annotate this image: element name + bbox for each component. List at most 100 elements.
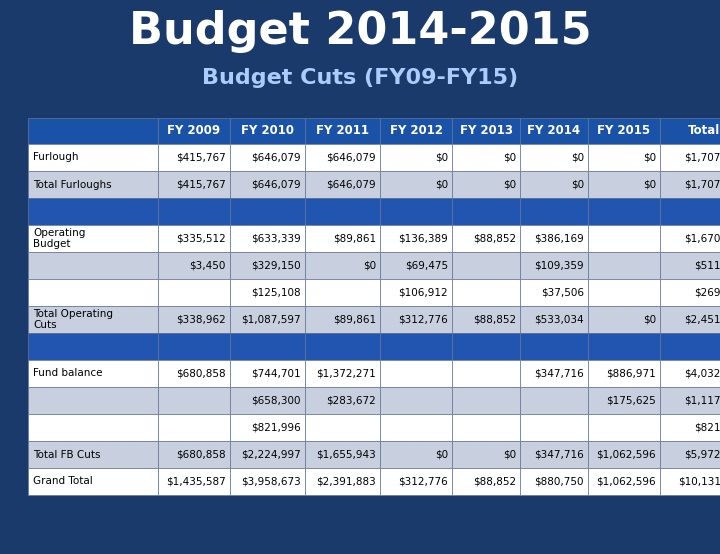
Text: $1,087,597: $1,087,597 — [241, 315, 301, 325]
Bar — [520, 118, 588, 144]
Text: FY 2012: FY 2012 — [390, 125, 443, 137]
Bar — [660, 118, 720, 144]
Bar — [588, 279, 660, 306]
Bar — [588, 252, 660, 279]
Bar — [452, 171, 520, 198]
Bar — [230, 333, 305, 360]
Bar — [588, 360, 660, 387]
Bar — [230, 225, 305, 252]
Bar — [380, 306, 452, 333]
Bar — [588, 144, 660, 171]
Bar — [452, 225, 520, 252]
Bar — [452, 441, 520, 468]
Bar — [380, 279, 452, 306]
Text: $821,996: $821,996 — [694, 423, 720, 433]
Text: FY 2013: FY 2013 — [459, 125, 513, 137]
Text: $88,852: $88,852 — [473, 476, 516, 486]
Text: $2,391,883: $2,391,883 — [316, 476, 376, 486]
Text: $886,971: $886,971 — [606, 368, 656, 378]
Bar — [305, 171, 380, 198]
Text: $0: $0 — [503, 449, 516, 459]
Bar — [305, 225, 380, 252]
Text: $0: $0 — [503, 152, 516, 162]
Bar — [305, 387, 380, 414]
Bar — [380, 414, 452, 441]
Text: $646,079: $646,079 — [251, 152, 301, 162]
Text: Total: Total — [688, 125, 720, 137]
Bar — [158, 225, 230, 252]
Bar — [230, 252, 305, 279]
Bar — [305, 279, 380, 306]
Bar — [380, 118, 452, 144]
Text: Total Operating
Cuts: Total Operating Cuts — [33, 309, 113, 330]
Text: Fund balance: Fund balance — [33, 368, 102, 378]
Bar — [588, 198, 660, 225]
Bar — [28, 333, 158, 360]
Text: $37,506: $37,506 — [541, 288, 584, 297]
Text: $2,451,082: $2,451,082 — [685, 315, 720, 325]
Text: Furlough: Furlough — [33, 152, 78, 162]
Bar — [230, 144, 305, 171]
Text: $88,852: $88,852 — [473, 233, 516, 244]
Bar — [452, 387, 520, 414]
Text: $0: $0 — [503, 179, 516, 189]
Text: $658,300: $658,300 — [251, 396, 301, 406]
Bar — [158, 252, 230, 279]
Text: Operating
Budget: Operating Budget — [33, 228, 86, 249]
Bar — [520, 441, 588, 468]
Bar — [380, 360, 452, 387]
Text: $125,108: $125,108 — [251, 288, 301, 297]
Bar — [452, 414, 520, 441]
Bar — [588, 118, 660, 144]
Bar — [660, 144, 720, 171]
Bar — [452, 198, 520, 225]
Bar — [305, 252, 380, 279]
Bar — [520, 225, 588, 252]
Bar — [158, 198, 230, 225]
Text: $109,359: $109,359 — [534, 260, 584, 270]
Bar — [158, 333, 230, 360]
Bar — [520, 414, 588, 441]
Bar — [230, 360, 305, 387]
Bar — [305, 360, 380, 387]
Bar — [520, 171, 588, 198]
Bar — [380, 171, 452, 198]
Text: $415,767: $415,767 — [176, 179, 226, 189]
Bar — [230, 171, 305, 198]
Bar — [305, 198, 380, 225]
Text: $646,079: $646,079 — [251, 179, 301, 189]
Bar — [230, 468, 305, 495]
Text: $1,372,271: $1,372,271 — [316, 368, 376, 378]
Bar — [452, 144, 520, 171]
Bar — [305, 468, 380, 495]
Text: $680,858: $680,858 — [176, 368, 226, 378]
Bar — [660, 225, 720, 252]
Text: $1,062,596: $1,062,596 — [596, 476, 656, 486]
Text: $10,131,117: $10,131,117 — [678, 476, 720, 486]
Bar — [660, 441, 720, 468]
Bar — [520, 198, 588, 225]
Bar — [380, 225, 452, 252]
Bar — [380, 441, 452, 468]
Text: $0: $0 — [643, 152, 656, 162]
Text: $511,434: $511,434 — [694, 260, 720, 270]
Bar — [305, 333, 380, 360]
Text: $347,716: $347,716 — [534, 368, 584, 378]
Bar — [305, 414, 380, 441]
Text: $283,672: $283,672 — [326, 396, 376, 406]
Bar — [520, 279, 588, 306]
Text: $312,776: $312,776 — [398, 476, 448, 486]
Text: $646,079: $646,079 — [326, 152, 376, 162]
Bar — [158, 144, 230, 171]
Text: $329,150: $329,150 — [251, 260, 301, 270]
Text: $89,861: $89,861 — [333, 315, 376, 325]
Bar — [28, 144, 158, 171]
Bar — [452, 306, 520, 333]
Text: $347,716: $347,716 — [534, 449, 584, 459]
Bar — [520, 252, 588, 279]
Bar — [520, 468, 588, 495]
Bar — [158, 118, 230, 144]
Text: $415,767: $415,767 — [176, 152, 226, 162]
Bar — [230, 198, 305, 225]
Bar — [520, 387, 588, 414]
